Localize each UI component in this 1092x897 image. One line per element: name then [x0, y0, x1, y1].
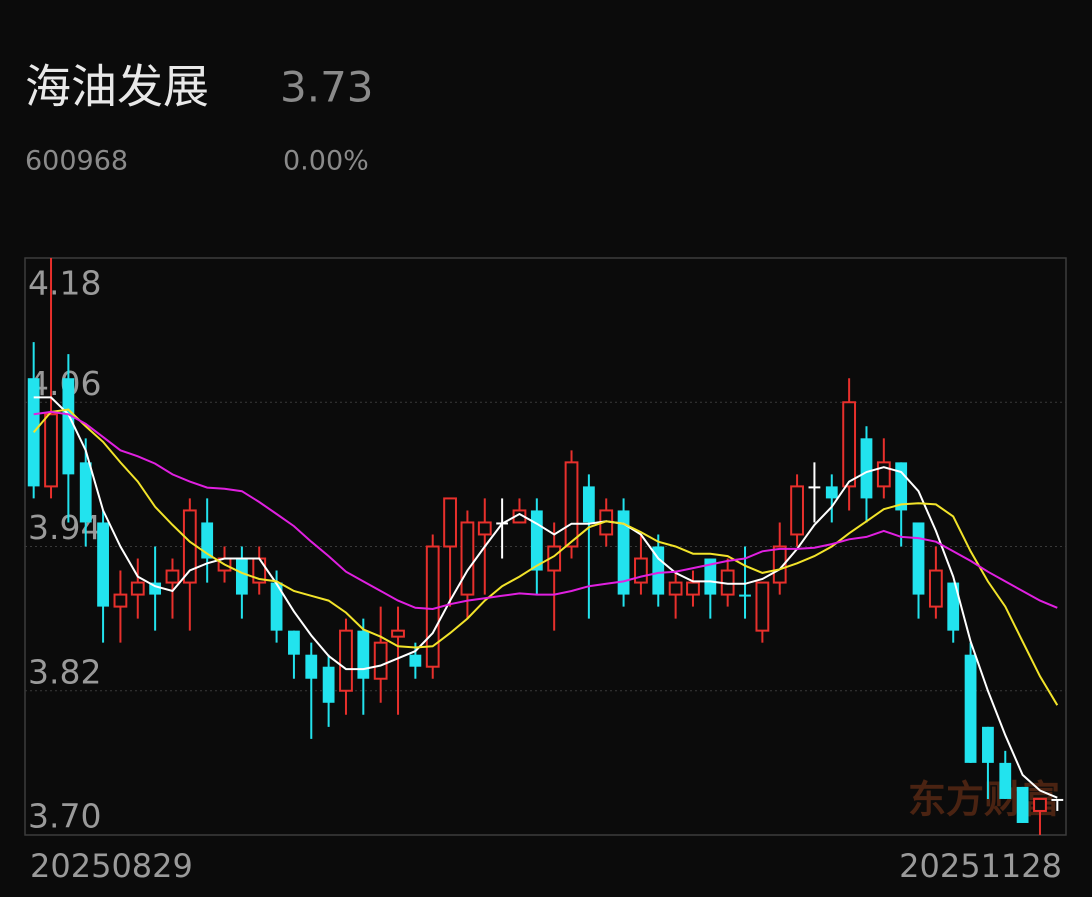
candle-body	[582, 486, 595, 523]
candle-body	[357, 630, 370, 679]
candle-body	[322, 666, 335, 703]
candle-body	[668, 581, 683, 596]
candle-body	[391, 629, 405, 638]
candle-body	[62, 378, 75, 475]
candle-body	[113, 593, 128, 608]
candle-body	[460, 521, 475, 596]
moving-average-line	[32, 408, 1059, 706]
candle-body	[617, 510, 630, 595]
candle-body	[373, 641, 388, 680]
candle-body	[165, 569, 180, 584]
candle-body	[928, 569, 943, 608]
candle-body	[44, 413, 58, 488]
candle-body	[339, 629, 353, 692]
candle-body	[1016, 786, 1029, 823]
candle-body	[149, 582, 162, 595]
candle-body	[443, 497, 457, 548]
candle-body	[201, 522, 214, 559]
y-tick-label: 3.70	[28, 797, 101, 836]
stock-name: 海油发展	[25, 60, 209, 114]
candle-body	[97, 522, 109, 607]
candle-body	[947, 582, 960, 631]
stock-price: 3.73	[280, 63, 374, 112]
moving-average-line	[33, 396, 1058, 799]
stock-code: 600968	[25, 146, 128, 177]
candle-body	[876, 461, 891, 488]
candle-body	[425, 545, 440, 668]
moving-average-line	[33, 410, 1058, 611]
candle-body	[982, 726, 994, 763]
candle-body	[999, 762, 1012, 799]
candle-body	[409, 654, 422, 667]
candle-body	[964, 654, 977, 763]
candle-body	[808, 486, 821, 489]
y-tick-label: 3.82	[28, 652, 101, 691]
candle-body	[912, 522, 925, 595]
candle-body	[288, 630, 300, 655]
candle-body	[235, 558, 248, 595]
candle-body	[130, 581, 145, 596]
y-tick-label: 4.18	[28, 264, 101, 303]
candle-body	[1033, 797, 1047, 812]
candle-body	[27, 378, 40, 487]
candle-body	[825, 486, 838, 499]
candle-body	[755, 581, 770, 632]
candle-body	[860, 438, 873, 499]
x-tick-label: 20251128	[899, 847, 1062, 885]
candle-body	[270, 582, 283, 631]
candle-body	[477, 521, 492, 536]
candle-body	[79, 462, 92, 523]
candle-body	[652, 546, 665, 595]
candle-body	[739, 594, 751, 597]
stock-change: 0.00%	[283, 146, 369, 177]
candle-body	[530, 510, 543, 571]
candle-body	[686, 581, 700, 596]
candle-body	[895, 462, 908, 511]
candle-body	[772, 545, 787, 584]
x-tick-label: 20250829	[30, 847, 193, 885]
candle-body	[564, 461, 579, 548]
candle-body	[1051, 798, 1064, 801]
candle-body	[634, 557, 648, 584]
candle-body	[842, 401, 857, 488]
candle-body	[305, 654, 318, 679]
candle-body	[704, 558, 717, 595]
candle-body	[790, 485, 804, 536]
